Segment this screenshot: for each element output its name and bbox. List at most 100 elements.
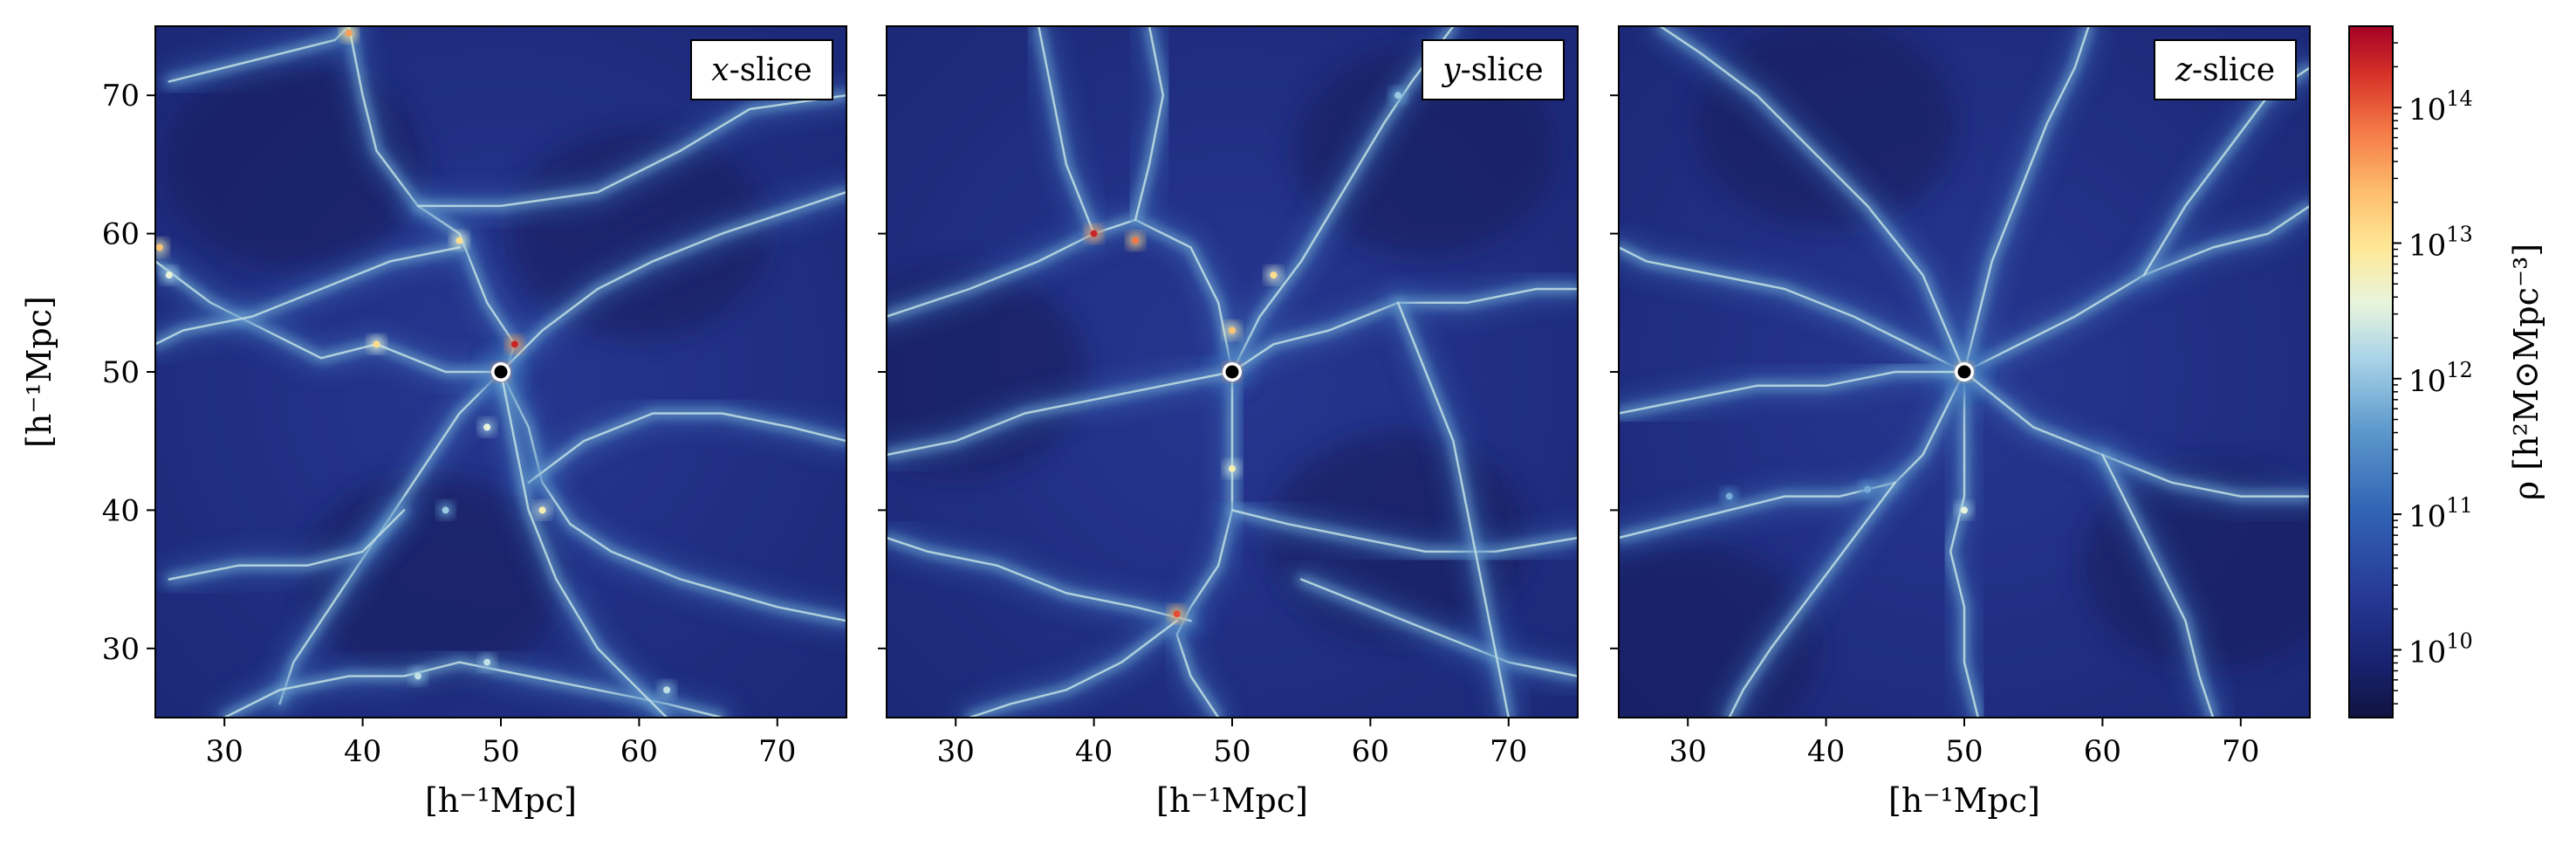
- density-peak-core: [483, 423, 491, 431]
- density-peak-core: [663, 686, 671, 694]
- filament-core: [155, 246, 461, 346]
- filament-core: [887, 536, 1192, 622]
- colorbar-tick-label: 1010: [2408, 629, 2473, 670]
- density-peak-core: [1229, 464, 1236, 472]
- filament-core: [1134, 26, 1165, 222]
- filament-core: [1963, 26, 2090, 374]
- density-peak-core: [1961, 506, 1968, 514]
- density-peak-core: [155, 244, 163, 251]
- filament-core: [416, 93, 846, 208]
- slice-tag-text: y-slice: [1441, 52, 1543, 88]
- x-tick-label: 70: [2222, 734, 2259, 769]
- void-region: [1695, 26, 1957, 228]
- y-tick-label: 50: [102, 355, 140, 390]
- filament-core: [1230, 26, 1455, 374]
- x-tick-label: 50: [482, 734, 519, 769]
- slice-tag: y-slice: [1422, 39, 1565, 100]
- filament-core: [887, 218, 1234, 374]
- colorbar-label: ρ [h²M⊙Mpc⁻³]: [2507, 244, 2545, 500]
- heatmap-image: [1619, 26, 2310, 718]
- x-tick-label: 50: [1213, 734, 1250, 769]
- panel-y-slice: 30 40 50 60 70 [h⁻¹Mpc] y-slice: [878, 25, 1579, 820]
- density-peak-core: [1864, 485, 1872, 493]
- heatmap-image: [887, 26, 1578, 718]
- density-peak-core: [538, 506, 546, 514]
- density-peak-core: [165, 271, 173, 279]
- panel-x-slice: 30 40 50 60 70 30 40 50 60 70 [h⁻¹Mpc] [h⁻¹Mpc] x-sl…: [20, 25, 847, 820]
- filament-core: [527, 412, 846, 484]
- density-peak-core: [1229, 326, 1236, 334]
- filament-core: [499, 370, 668, 718]
- density-peak-core: [483, 658, 491, 666]
- density-peak-core: [510, 340, 518, 348]
- x-axis-label: [h⁻¹Mpc]: [1156, 781, 1308, 820]
- x-tick-label: 50: [1945, 734, 1983, 769]
- filament-core: [1175, 370, 1234, 718]
- slice-tag: x-slice: [690, 39, 833, 100]
- filament-core: [968, 619, 1178, 718]
- filament-core: [1619, 370, 1966, 540]
- x-axis-label: [h⁻¹Mpc]: [425, 781, 577, 820]
- density-peak-core: [1090, 230, 1098, 237]
- center-marker: [494, 365, 508, 379]
- slice-tag-text: z-slice: [2175, 52, 2275, 88]
- slice-tag-box: [690, 39, 833, 100]
- y-tick-label: 40: [102, 493, 140, 528]
- filament-core: [155, 260, 503, 374]
- filament-core: [1037, 26, 1095, 235]
- slice-tag-box: [2154, 39, 2297, 100]
- y-tick-label: 30: [102, 632, 140, 667]
- slice-tag-text: x-slice: [711, 52, 812, 88]
- panel-z-slice: 30 40 50 60 70 [h⁻¹Mpc] z-slice: [1610, 25, 2311, 820]
- heatmap-image: [155, 26, 846, 718]
- x-tick-label: 30: [1669, 734, 1707, 769]
- panels: 30 40 50 60 70 30 40 50 60 70 [h⁻¹Mpc] [h⁻¹Mpc] x-sl…: [20, 25, 2311, 820]
- x-tick-label: 70: [758, 734, 796, 769]
- x-tick-label: 40: [1075, 734, 1113, 769]
- colorbar-gradient: [2348, 25, 2394, 718]
- slice-tag-box: [1422, 39, 1565, 100]
- center-marker: [1225, 365, 1239, 379]
- filament-core: [887, 370, 1234, 457]
- filament-core: [2101, 453, 2215, 718]
- filament-core: [1619, 370, 1966, 415]
- filament-core: [1728, 481, 1897, 718]
- colorbar-tick-label: 1012: [2408, 358, 2473, 399]
- filament-core: [1396, 301, 1511, 718]
- x-axis-label: [h⁻¹Mpc]: [1888, 781, 2040, 820]
- x-tick-label: 40: [344, 734, 381, 769]
- void-region: [887, 267, 1087, 477]
- colorbar: 1010 1011 1012 1013 1014 ρ [h²M⊙Mpc⁻³]: [2348, 25, 2545, 718]
- slice-tag: z-slice: [2154, 39, 2297, 100]
- x-tick-label: 60: [620, 734, 658, 769]
- density-peak-core: [456, 237, 463, 244]
- density-peak-core: [1725, 492, 1733, 500]
- density-peak-core: [414, 672, 421, 680]
- density-peak-core: [442, 506, 449, 514]
- filament-core: [1299, 578, 1578, 677]
- colorbar-tick-label: 1011: [2408, 493, 2473, 534]
- filament-core: [1963, 370, 2310, 498]
- density-peak-core: [373, 340, 380, 348]
- filament-core: [1230, 509, 1578, 553]
- x-tick-label: 30: [206, 734, 243, 769]
- y-tick-label: 60: [102, 217, 140, 252]
- filament-core: [1949, 370, 1980, 718]
- x-tick-label: 60: [2084, 734, 2121, 769]
- x-tick-label: 70: [1490, 734, 1527, 769]
- filament-core: [499, 190, 846, 374]
- filament-core: [1659, 26, 1966, 374]
- x-tick-label: 30: [937, 734, 975, 769]
- density-peak-core: [1173, 610, 1181, 618]
- colorbar-tick-label: 1013: [2408, 222, 2473, 263]
- density-peak-core: [1132, 237, 1140, 244]
- void-region: [508, 128, 771, 339]
- void-region: [1619, 543, 1819, 718]
- y-axis-label: [h⁻¹Mpc]: [20, 296, 58, 448]
- x-tick-label: 60: [1352, 734, 1389, 769]
- filament-core: [168, 509, 406, 581]
- density-peak-core: [345, 29, 353, 37]
- filament-core: [1619, 246, 1966, 374]
- center-marker: [1957, 365, 1971, 379]
